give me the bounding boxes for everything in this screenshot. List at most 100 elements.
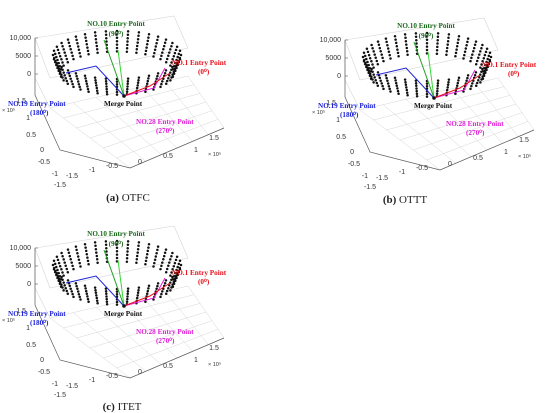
trajectory-point (387, 84, 391, 88)
trajectory-point (78, 85, 81, 89)
y-tick-label: -0.5 (348, 161, 360, 168)
trajectory-point (59, 67, 63, 71)
trajectory-point (167, 76, 170, 80)
panel-caption: (b) OTTT (383, 194, 428, 206)
trajectory-point (374, 56, 377, 60)
trajectory-point (386, 82, 390, 85)
trajectory-point (465, 43, 468, 47)
trajectory-point (83, 32, 87, 36)
trajectory-point (52, 266, 56, 270)
trajectory-point (65, 267, 69, 271)
trajectory-point (394, 38, 397, 41)
trajectory-point (462, 57, 465, 60)
trajectory-point (77, 258, 81, 262)
trajectory-point (83, 284, 87, 288)
trajectory-point (481, 43, 484, 47)
trajectory-point (403, 33, 407, 36)
trajectory-point (70, 261, 73, 264)
z-tick-label: 5000 (325, 55, 341, 62)
trajectory-point (87, 90, 90, 93)
floor-grid-line (426, 121, 529, 161)
trajectory-point (404, 83, 408, 87)
trajectory-point (484, 63, 487, 67)
trajectory-point (435, 49, 439, 52)
trajectory-point (377, 43, 381, 47)
label-entry-1-angle: (0⁰) (198, 278, 210, 286)
trajectory-point (472, 50, 475, 53)
trajectory-point (67, 41, 71, 45)
trajectory-point (382, 59, 385, 63)
trajectory-point (93, 286, 97, 289)
trajectory-point (105, 297, 108, 301)
trajectory-point (436, 35, 440, 39)
trajectory-point (156, 38, 159, 42)
trajectory-point (436, 87, 439, 90)
trajectory-point (74, 282, 78, 285)
trajectory-point (68, 74, 72, 78)
trajectory-point (60, 268, 63, 271)
trajectory-point (415, 42, 418, 45)
trajectory-point (147, 242, 151, 246)
trajectory-point (162, 48, 165, 51)
trajectory-point (447, 78, 451, 81)
x-tick-label: -1 (399, 169, 405, 176)
trajectory-point (115, 303, 119, 306)
trajectory-point (144, 300, 147, 303)
trajectory-point (379, 79, 382, 82)
trajectory-point (95, 294, 98, 297)
trajectory-point (380, 82, 383, 85)
trajectory-point (77, 48, 81, 52)
trajectory-point (466, 40, 469, 44)
trajectory-point (115, 246, 119, 250)
trajectory-point (85, 292, 89, 295)
trajectory-point (76, 255, 80, 258)
trajectory-point (115, 82, 119, 86)
x-tick-label: -1 (89, 167, 95, 174)
trajectory-point (371, 46, 374, 50)
trajectory-point (66, 292, 70, 296)
trajectory-point (463, 53, 466, 57)
trajectory-point (386, 47, 390, 50)
trajectory-point (485, 60, 488, 64)
panel-method-name: OTTT (399, 194, 427, 206)
trajectory-point (489, 55, 493, 59)
trajectory-point (454, 51, 458, 55)
trajectory-point (156, 245, 160, 248)
trajectory-point (469, 59, 472, 63)
trajectory-point (84, 246, 87, 249)
trajectory-point (167, 264, 170, 268)
trajectory-point (395, 84, 399, 87)
trajectory-point (174, 65, 178, 69)
trajectory-point (425, 38, 429, 42)
z-tick-label: 10,000 (10, 245, 32, 252)
trajectory-point (104, 243, 108, 247)
trajectory-point (370, 60, 373, 63)
trajectory-point (366, 50, 370, 54)
trajectory-point (375, 59, 379, 63)
path-entry-1 (123, 72, 171, 97)
trajectory-point (380, 53, 383, 56)
trajectory-point (163, 41, 167, 45)
trajectory-point (84, 249, 88, 253)
merge-point-marker (122, 304, 126, 308)
y-exponent-label: × 10⁵ (2, 107, 15, 114)
trajectory-point (126, 87, 129, 91)
floor-grid-line (116, 119, 219, 159)
trajectory-point (126, 295, 129, 298)
trajectory-point (96, 302, 99, 305)
trajectory-point (57, 261, 61, 265)
trajectory-point (162, 44, 166, 48)
trajectory-point (363, 54, 367, 58)
trajectory-point (71, 54, 74, 58)
trajectory-point (169, 48, 172, 51)
trajectory-point (66, 69, 70, 72)
trajectory-point (478, 76, 481, 79)
trajectory-point (105, 292, 108, 296)
trajectory-point (84, 287, 87, 290)
trajectory-point (144, 53, 147, 56)
trajectory-point (64, 286, 67, 290)
trajectory-point (178, 266, 182, 270)
trajectory-point (179, 263, 183, 267)
trajectory-point (176, 265, 179, 269)
